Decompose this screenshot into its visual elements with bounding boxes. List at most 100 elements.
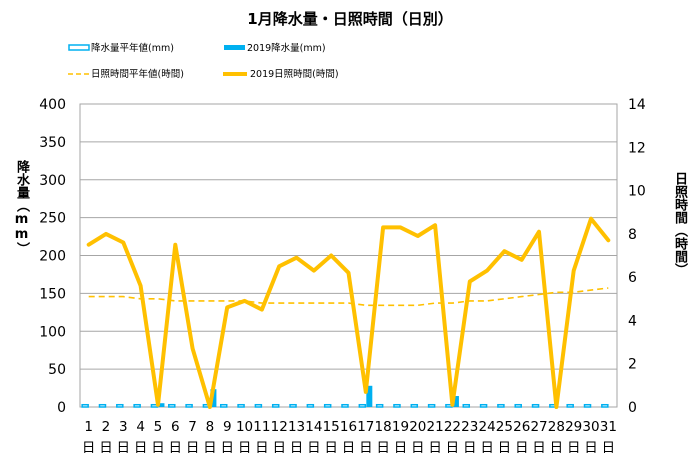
y-tick-label-right: 14 [628, 97, 646, 113]
bar-precip-normal [375, 403, 384, 408]
bar-precip-normal [81, 403, 89, 408]
x-tick-unit: 日 [220, 440, 234, 456]
bar-precip-normal [479, 403, 488, 408]
legend-label-sunshine-normal: 日照時間平年値(時間) [91, 68, 184, 80]
x-tick-label: 14 [305, 419, 322, 435]
x-tick-label: 5 [154, 419, 163, 435]
legend-item-precip-normal: 降水量平年値(mm) [68, 42, 174, 54]
x-tick-label: 23 [461, 419, 478, 435]
legend-label-precip-2019: 2019降水量(mm) [247, 42, 326, 54]
bar-precip-normal [323, 403, 332, 408]
line-sunshine-normal [88, 287, 609, 307]
y-tick-label-right: 4 [628, 313, 637, 329]
gridlines [80, 141, 617, 370]
y-tick-label-left: 350 [39, 135, 66, 151]
bar-precip-2019 [366, 385, 373, 407]
x-tick-unit: 日 [515, 440, 529, 456]
bar-precip-normal [566, 403, 574, 408]
y-tick-label-right: 6 [628, 270, 637, 286]
x-tick-unit: 日 [255, 440, 269, 456]
x-tick-label: 4 [136, 419, 145, 435]
x-tick-unit: 日 [428, 440, 442, 456]
x-tick-label: 16 [340, 419, 357, 435]
bar-precip-normal [410, 403, 419, 408]
x-tick-unit: 日 [567, 440, 581, 456]
x-tick-label: 27 [530, 419, 547, 435]
x-tick-unit: 日 [186, 440, 200, 456]
bar-precip-normal [289, 403, 297, 408]
bar-precip-normal [306, 403, 315, 408]
x-tick-unit: 日 [584, 440, 598, 456]
x-tick-unit: 日 [238, 440, 252, 456]
bar-precip-normal [98, 403, 107, 408]
y-axis-label-left: 降水量（mm） [14, 160, 29, 255]
x-tick-label: 31 [600, 419, 617, 435]
x-tick-label: 17 [357, 419, 374, 435]
x-tick-label: 13 [288, 419, 305, 435]
x-tick-label: 1 [84, 419, 93, 435]
y-tick-label-right: 12 [628, 140, 646, 156]
x-tick-unit: 日 [359, 440, 373, 456]
y-tick-label-left: 400 [39, 97, 66, 113]
x-tick-label: 8 [206, 419, 215, 435]
legend-item-precip-2019: 2019降水量(mm) [224, 42, 326, 54]
x-tick-unit: 日 [532, 440, 546, 456]
y-tick-label-left: 200 [39, 249, 66, 265]
x-tick-label: 25 [496, 419, 513, 435]
x-tick-unit: 日 [82, 440, 96, 456]
legend-label-precip-normal: 降水量平年値(mm) [91, 42, 174, 54]
x-tick-unit: 日 [117, 440, 131, 456]
bar-precip-normal [237, 403, 245, 408]
bar-precip-normal [497, 403, 505, 408]
legend-item-sunshine-normal: 日照時間平年値(時間) [68, 68, 184, 80]
x-tick-unit: 日 [411, 440, 425, 456]
x-tick-unit: 日 [342, 440, 356, 456]
x-tick-unit: 日 [151, 440, 165, 456]
y-tick-label-right: 0 [628, 400, 637, 416]
bar-precip-normal [133, 403, 141, 408]
x-tick-label: 7 [188, 419, 197, 435]
bar-precip-normal [427, 403, 436, 408]
x-tick-label: 3 [119, 419, 128, 435]
x-tick-label: 21 [427, 419, 444, 435]
x-tick-unit: 日 [480, 440, 494, 456]
x-tick-unit: 日 [169, 440, 183, 456]
x-tick-unit: 日 [446, 440, 460, 456]
x-tick-label: 12 [271, 419, 288, 435]
bar-precip-2019 [452, 396, 459, 407]
x-tick-unit: 日 [290, 440, 304, 456]
x-tick-label: 15 [323, 419, 340, 435]
x-tick-label: 20 [409, 419, 426, 435]
legend-swatch-precip-2019 [224, 45, 245, 50]
chart-title: 1月降水量・日照時間（日別） [247, 10, 453, 28]
x-tick-unit: 日 [394, 440, 408, 456]
bar-precip-normal [531, 403, 540, 408]
bar-precip-normal [601, 403, 609, 408]
y-tick-label-right: 10 [628, 184, 646, 200]
y-tick-label-left: 150 [39, 286, 66, 302]
x-tick-unit: 日 [498, 440, 512, 456]
bar-precip-normal [219, 403, 228, 408]
legend-swatch-precip-normal [68, 44, 90, 51]
bar-precip-normal [583, 403, 592, 408]
y-tick-label-left: 0 [57, 400, 66, 416]
y-tick-label-left: 300 [39, 173, 66, 189]
x-tick-unit: 日 [324, 440, 338, 456]
x-tick-label: 10 [236, 419, 253, 435]
y-tick-label-left: 100 [39, 324, 66, 340]
x-tick-label: 2 [102, 419, 111, 435]
line-series [86, 216, 611, 409]
x-tick-label: 19 [392, 419, 409, 435]
x-tick-label: 22 [444, 419, 461, 435]
x-tick-label: 26 [513, 419, 530, 435]
x-tick-label: 28 [548, 419, 565, 435]
bar-precip-normal [168, 403, 176, 408]
x-tick-label: 18 [375, 419, 392, 435]
x-tick-label: 24 [478, 419, 495, 435]
line-sunshine-2019 [86, 216, 611, 409]
x-tick-label: 30 [582, 419, 599, 435]
bar-precip-normal [185, 403, 193, 408]
x-tick-label: 9 [223, 419, 232, 435]
